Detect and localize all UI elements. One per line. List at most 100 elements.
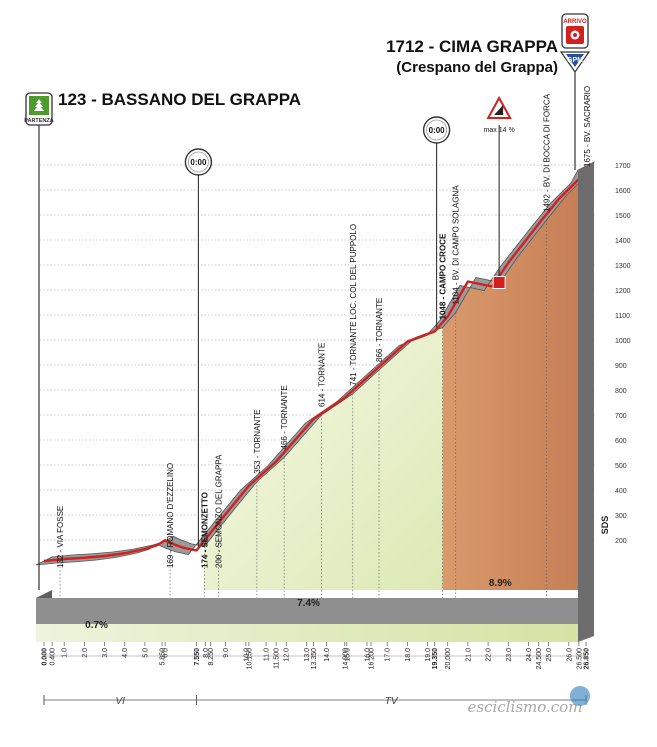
x-tick-label: 19.0 [425, 648, 432, 662]
x-tick-label: 14.900 [342, 648, 349, 670]
x-tick-label: 1.0 [62, 648, 69, 658]
y-tick-label: 1200 [615, 288, 631, 295]
finish-badge-label: ARRIVO [563, 19, 587, 25]
x-tick-label: 16.200 [369, 648, 376, 670]
y-tick-label: 600 [615, 438, 627, 445]
x-tick-label: 23.0 [506, 648, 513, 662]
waypoint-label: 1675 - BV. SACRARIO [583, 86, 592, 167]
waypoint-label: 174 - SEMONZETTO [200, 492, 209, 568]
gradient-sign-icon [494, 105, 504, 115]
x-tick-label: 26.850 [584, 648, 591, 670]
elevation-tick-labels: 200 300 400 500 600 700 800 900 1000 1100 1200 1300… [615, 163, 631, 545]
y-tick-label: 200 [615, 538, 627, 545]
y-tick-label: 1400 [615, 238, 631, 245]
x-tick-label: 18.0 [405, 648, 412, 662]
x-tick-label: 10.150 [246, 648, 253, 670]
x-tick-label: 24.500 [536, 648, 543, 670]
watermark-logo-icon [570, 686, 590, 706]
x-tick-label: 5.0 [142, 648, 149, 658]
waypoint-label: 866 - TORNANTE [375, 298, 384, 362]
gradient-label: 0.7% [85, 620, 108, 631]
x-tick-label: 0.000 [42, 648, 49, 666]
y-tick-label: 800 [615, 388, 627, 395]
x-tick-label: 26.0 [566, 648, 573, 662]
watermark: esciclismo.com [468, 686, 590, 716]
x-tick-label: 17.0 [385, 648, 392, 662]
start-label: 123 - BASSANO DEL GRAPPA [58, 90, 301, 109]
gradient-labels: 0.7% 7.4% 8.9% [85, 578, 512, 631]
x-tick-label: 13.350 [311, 648, 318, 670]
x-tick-label: 25.0 [546, 648, 553, 662]
waypoint-label: 614 - TORNANTE [317, 343, 326, 407]
x-tick-label: 26.500 [576, 648, 583, 670]
road-line [43, 165, 588, 563]
y-tick-label: 1000 [615, 338, 631, 345]
y-tick-label: 700 [615, 413, 627, 420]
waypoint-label: 169 - ROMANO D'EZZELINO [166, 463, 175, 568]
finish-badge: ARRIVO [561, 13, 589, 49]
start-badge-label: PARTENZA [24, 118, 54, 124]
x-tick-label: 11.0 [264, 648, 271, 661]
x-tick-label: 3.0 [102, 648, 109, 658]
clock-ring [426, 119, 448, 141]
profile-outline [35, 72, 595, 590]
x-tick-label: 8.0 [203, 648, 210, 658]
clock-icon [184, 148, 213, 176]
finish-label-line1: 1712 - CIMA GRAPPA [386, 37, 558, 56]
province-label: VI [115, 696, 125, 707]
x-tick-label: 13.0 [304, 648, 311, 662]
finish-label-line2: (Crespano del Grappa) [396, 59, 558, 76]
gradient-label: 8.9% [489, 578, 512, 589]
steepest-point-marker [492, 276, 506, 289]
clock-ring [188, 151, 209, 173]
waypoint-label: 1492 - BV. DI BOCCA DI FORCA [543, 93, 552, 212]
x-tick-label: 2.0 [82, 648, 89, 658]
time-check-label: 0:00 [429, 126, 446, 135]
time-check-label: 0:00 [190, 158, 207, 167]
gradient-label: 7.4% [297, 598, 320, 609]
waypoint-label: 353 - TORNANTE [253, 410, 262, 474]
y-tick-label: 900 [615, 363, 627, 370]
waypoint-label: 200 - SEMONZO DEL GRAPPA [215, 454, 224, 568]
x-tick-label: 21.0 [465, 648, 472, 662]
waypoint-label: 1048 - CAMPO CROCE [439, 233, 448, 319]
x-tick-label: 8.250 [208, 648, 215, 666]
watermark-text: esciclismo.com [468, 698, 583, 716]
y-axis-label: SDS [600, 516, 610, 535]
base-gradient-band [36, 624, 578, 642]
x-tick-label: 16.0 [364, 648, 371, 662]
tree-icon [34, 99, 44, 111]
y-tick-label: 500 [615, 463, 627, 470]
x-tick-label: 20.000 [445, 648, 452, 670]
y-tick-label: 1700 [615, 163, 631, 170]
x-tick-label: 5.850 [160, 648, 167, 666]
profile-base [36, 162, 594, 642]
x-tick-label: 14.0 [324, 648, 331, 662]
y-tick-label: 300 [615, 513, 627, 520]
x-tick-label: 22.0 [486, 648, 493, 662]
y-tick-label: 1100 [615, 313, 630, 320]
section-fill [442, 162, 594, 590]
markers: 0:00 0:00 max 14 % [184, 95, 515, 547]
x-tick-label: 19.350 [432, 648, 439, 670]
section-fill [204, 327, 443, 590]
waypoint-labels: 132 - VIA FOSSE 169 - ROMANO D'EZZELINO 17… [56, 86, 592, 568]
x-tick-label: 10.0 [243, 648, 250, 662]
waypoint-label: 1104 - BV. DI CAMPO SOLAGNA [452, 185, 461, 305]
waypoint-label: 466 - TORNANTE [280, 385, 289, 449]
gpm-badge-label: GPM [567, 57, 583, 64]
x-tick-label: 4.0 [122, 648, 129, 658]
warning-triangle-icon [486, 95, 512, 119]
x-tick-label: 24.0 [526, 648, 533, 662]
base-end [578, 162, 594, 642]
waypoint-label: 741 - TORNANTE LOC. COL DEL PUPPOLO [349, 224, 358, 386]
x-tick-label: 15.0 [344, 648, 351, 662]
y-tick-label: 400 [615, 488, 627, 495]
y-tick-label: 1300 [615, 263, 631, 270]
y-tick-label: 1500 [615, 213, 631, 220]
y-tick-label: 1600 [615, 188, 631, 195]
profile-fill [204, 162, 594, 590]
clock-icon [422, 116, 451, 144]
